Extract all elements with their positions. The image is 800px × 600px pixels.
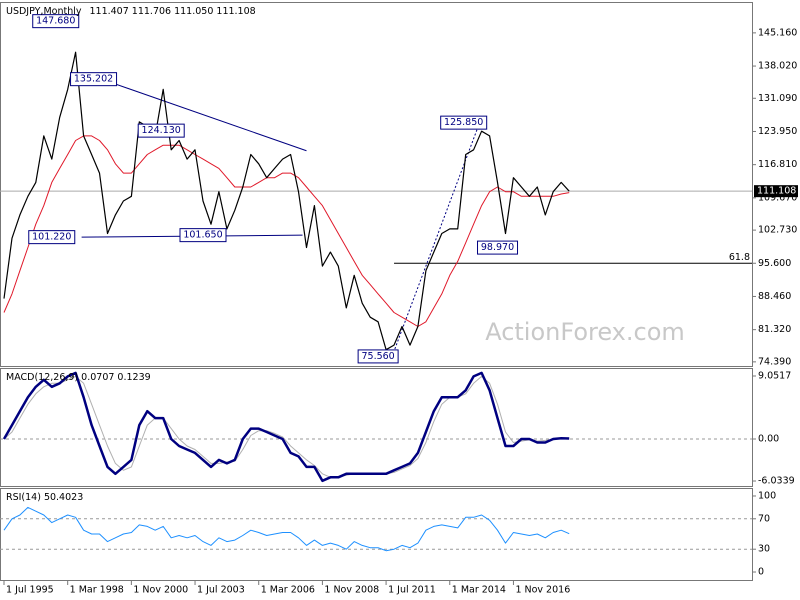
y-tick-label: 88.460 bbox=[758, 291, 791, 302]
x-tick-label: 1 Mar 1998 bbox=[70, 585, 124, 596]
series-line bbox=[3, 506, 570, 552]
panel-quote: 111.407 111.706 111.050 111.108 bbox=[89, 6, 255, 17]
x-tick-label: 1 Mar 2014 bbox=[452, 585, 506, 596]
y-tick-label: 0.00 bbox=[758, 434, 779, 445]
annotation-box bbox=[137, 123, 185, 138]
x-tick-label: 1 Jul 2003 bbox=[197, 585, 245, 596]
y-tick-label: 30 bbox=[758, 544, 770, 555]
y-tick-label: 70 bbox=[758, 513, 770, 524]
x-tick-label: 1 Jul 1995 bbox=[6, 585, 54, 596]
annotation-box bbox=[440, 115, 488, 130]
trend-line bbox=[101, 78, 307, 152]
panel-title: USDJPY,Monthly 111.407 111.706 111.050 11… bbox=[6, 6, 256, 17]
annotation-label: 125.850 bbox=[444, 117, 483, 128]
annotation-box bbox=[70, 72, 118, 87]
annotation-label: 101.220 bbox=[32, 232, 71, 243]
panel-title-text: MACD(12,26,9) 0.0707 0.1239 bbox=[6, 372, 151, 383]
y-tick-label: 9.0517 bbox=[758, 370, 791, 381]
trend-line bbox=[391, 122, 481, 357]
annotation-box bbox=[32, 14, 80, 29]
y-tick-label: 116.810 bbox=[758, 159, 797, 170]
last-price-box bbox=[754, 185, 798, 198]
y-tick-label: 131.090 bbox=[758, 93, 797, 104]
x-tick-label: 1 Nov 2008 bbox=[324, 585, 379, 596]
y-tick-label: 109.670 bbox=[758, 192, 797, 203]
y-tick-label: 145.160 bbox=[758, 27, 797, 38]
series-line bbox=[2, 371, 570, 483]
y-tick-label: 81.320 bbox=[758, 324, 791, 335]
x-tick-label: 1 Jul 2011 bbox=[388, 585, 436, 596]
series-line bbox=[3, 51, 570, 351]
annotation-box bbox=[179, 228, 227, 243]
y-tick-label: 100 bbox=[758, 490, 776, 501]
panel-title-text: RSI(14) 50.4023 bbox=[6, 492, 83, 503]
fib-label: 61.8 bbox=[729, 252, 750, 263]
panel-frame bbox=[0, 488, 753, 581]
x-tick-label: 1 Nov 2016 bbox=[515, 585, 570, 596]
annotation-label: 135.202 bbox=[74, 74, 113, 85]
panel-frame bbox=[0, 368, 753, 487]
series-line bbox=[3, 135, 570, 327]
panel-title: MACD(12,26,9) 0.0707 0.1239 bbox=[6, 372, 151, 383]
annotation-label: 75.560 bbox=[361, 351, 394, 362]
y-tick-label: 74.390 bbox=[758, 356, 791, 367]
y-tick-label: 123.950 bbox=[758, 126, 797, 137]
annotation-box bbox=[357, 349, 399, 364]
annotation-label: 98.970 bbox=[481, 242, 514, 253]
y-tick-label: -6.0339 bbox=[758, 476, 795, 487]
annotation-box bbox=[477, 240, 519, 255]
y-tick-label: 138.020 bbox=[758, 61, 797, 72]
panel-frame bbox=[0, 2, 753, 367]
watermark: ActionForex.com bbox=[485, 318, 685, 346]
annotation-label: 124.130 bbox=[142, 125, 181, 136]
annotation-label: 101.650 bbox=[183, 230, 222, 241]
y-tick-label: 95.600 bbox=[758, 258, 791, 269]
panel-title-text: USDJPY,Monthly bbox=[6, 6, 82, 17]
y-tick-label: 102.730 bbox=[758, 225, 797, 236]
last-price-label: 111.108 bbox=[757, 186, 796, 197]
annotation-box bbox=[28, 230, 76, 245]
x-tick-label: 1 Nov 2000 bbox=[133, 585, 188, 596]
series-line bbox=[3, 375, 570, 478]
x-tick-label: 1 Mar 2006 bbox=[261, 585, 315, 596]
y-tick-label: 0 bbox=[758, 567, 764, 578]
panel-title: RSI(14) 50.4023 bbox=[6, 492, 83, 503]
annotation-label: 147.680 bbox=[36, 16, 75, 27]
